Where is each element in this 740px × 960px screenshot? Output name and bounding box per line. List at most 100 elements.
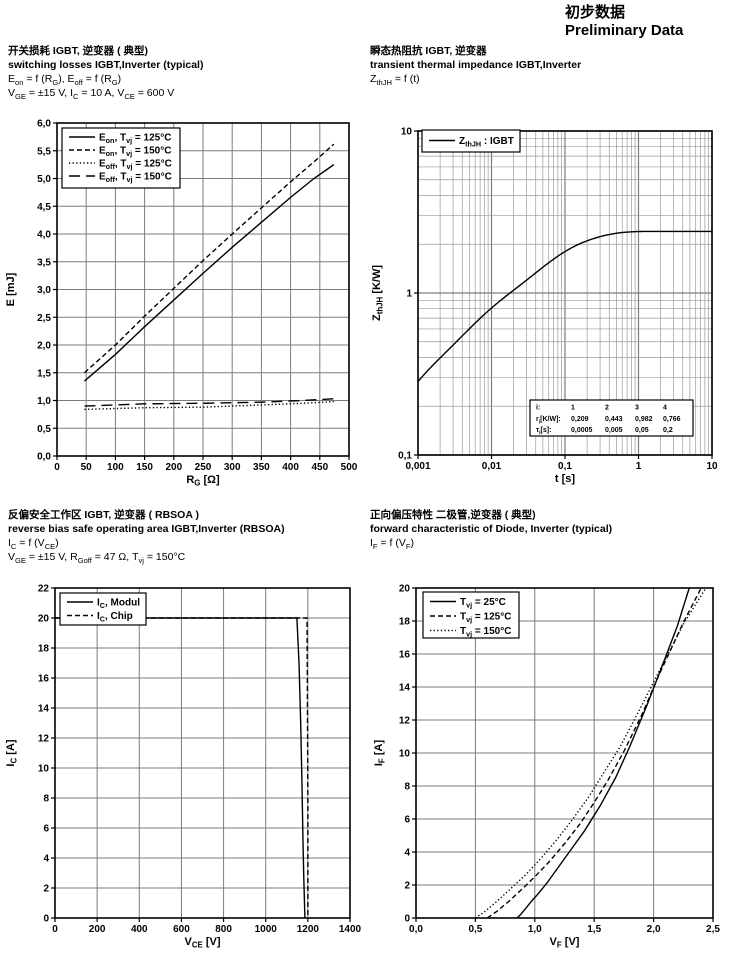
x-tick-label: 800	[215, 924, 232, 935]
legend-label: Tvj = 150°C	[460, 626, 511, 638]
y-tick-label: 4	[404, 848, 410, 859]
thermal-network-table: i: 1 2 3 4 ri[K/W]: 0,209 0,443 0,982 0,766 τi[s]:…	[529, 399, 694, 437]
panel-title-en: switching losses IGBT,Inverter (typical)	[8, 59, 204, 71]
x-tick-label: 0,0	[409, 924, 423, 935]
table-cell: 0,0005	[571, 427, 593, 434]
y-tick-label: 16	[38, 674, 50, 685]
series-tvj-25C	[516, 588, 690, 918]
y-tick-label: 22	[38, 584, 50, 595]
x-axis-label: RG [Ω]	[186, 474, 220, 487]
series-eon-125C	[83, 164, 335, 382]
x-tick-label: 400	[282, 462, 299, 473]
legend-label: Eoff, Tvj = 125°C	[99, 159, 172, 171]
panel-conditions: VGE = ±15 V, RGoff = 47 Ω, Tvj = 150°C	[8, 551, 186, 566]
y-tick-label: 12	[38, 734, 50, 745]
series-group	[475, 588, 707, 918]
chart-transient-thermal-impedance: 0,001 0,01 0,1 1 10 0,1 1 10 t [s] ZthJH [K/W] Zth…	[365, 115, 740, 505]
legend-label: Eon, Tvj = 125°C	[99, 133, 171, 145]
y-axis-label: E [mJ]	[5, 272, 17, 306]
y-tick-label: 18	[399, 617, 411, 628]
panel-formula: Eon = f (RG), Eoff = f (RG)	[8, 73, 122, 88]
y-tick-label: 5,0	[37, 174, 51, 185]
x-tick-label: 450	[311, 462, 328, 473]
legend-label: Eon, Tvj = 150°C	[99, 146, 171, 158]
y-tick-label: 8	[404, 782, 410, 793]
y-tick-label: 0,5	[37, 424, 51, 435]
y-tick-label: 18	[38, 644, 50, 655]
series-zthjh-igbt	[418, 230, 712, 382]
table-row-label: τi[s]:	[536, 427, 551, 436]
axes: 0,001 0,01 0,1 1 10 0,1 1 10 t [s] ZthJH [K/W]	[371, 127, 718, 486]
legend: ZthJH : IGBT	[421, 129, 521, 153]
x-tick-label: 350	[253, 462, 270, 473]
series-group	[418, 230, 712, 382]
y-tick-label: 1,5	[37, 368, 51, 379]
panel-formula: ZthJH = f (t)	[370, 73, 420, 88]
x-tick-label: 0	[52, 924, 58, 935]
series-group	[83, 143, 335, 411]
grid	[54, 587, 351, 919]
panel-formula: IC = f (VCE)	[8, 537, 59, 552]
chart-svg: 0 50 100 150 200 250 300 350 400 450 500 0,0 0,5 1,0 1…	[5, 119, 358, 488]
y-tick-label: 2,0	[37, 341, 51, 352]
series-tvj-150C	[475, 588, 707, 918]
y-axis-label: IF [A]	[373, 740, 386, 767]
table-cell: 0,05	[635, 427, 649, 434]
x-tick-label: 250	[195, 462, 212, 473]
y-tick-label: 0	[43, 914, 49, 925]
table-cell: 2	[605, 405, 609, 412]
y-tick-label: 3,0	[37, 285, 51, 296]
y-tick-label: 3,5	[37, 257, 51, 268]
legend-label: IC, Modul	[97, 598, 140, 610]
x-tick-label: 500	[341, 462, 358, 473]
x-axis-label: VF [V]	[550, 936, 580, 949]
table-cell: 0,766	[663, 416, 681, 423]
panel-title-rbsoa: 反偏安全工作区 IGBT, 逆变器 ( RBSOA ) reverse bias…	[8, 508, 285, 564]
panel-formula: IF = f (VF)	[370, 537, 414, 552]
y-tick-label: 0,1	[398, 451, 412, 462]
y-tick-label: 4,0	[37, 230, 51, 241]
y-tick-label: 8	[43, 794, 49, 805]
series-eoff-150C	[84, 398, 334, 407]
series-tvj-125C	[486, 588, 702, 918]
series-eon-150C	[83, 143, 335, 374]
x-tick-label: 600	[173, 924, 190, 935]
table-row-label: i:	[536, 405, 540, 412]
chart-svg: 0,001 0,01 0,1 1 10 0,1 1 10 t [s] ZthJH [K/W] Zth…	[371, 127, 718, 486]
x-axis-label: VCE [V]	[184, 936, 220, 949]
table-cell: 0,209	[571, 416, 589, 423]
panel-title-en: reverse bias safe operating area IGBT,In…	[8, 523, 285, 535]
x-tick-label: 1,0	[528, 924, 542, 935]
legend-label: IC, Chip	[97, 611, 133, 623]
x-tick-label: 150	[136, 462, 153, 473]
panel-title-zh: 开关损耗 IGBT, 逆变器 ( 典型)	[8, 45, 148, 57]
x-tick-label: 0,001	[405, 461, 430, 472]
axes: 0,0 0,5 1,0 1,5 2,0 2,5 0 2 4 6 8 10 12 14 16 18 20 VF [V…	[373, 584, 720, 950]
x-tick-label: 400	[131, 924, 148, 935]
legend-label: ZthJH : IGBT	[459, 136, 514, 148]
plot-frame	[54, 587, 351, 919]
header-title-zh: 初步数据	[565, 4, 626, 21]
panel-title-thermal-impedance: 瞬态热阻抗 IGBT, 逆变器 transient thermal impeda…	[370, 44, 581, 86]
y-tick-label: 12	[399, 716, 411, 727]
y-tick-label: 2	[43, 884, 49, 895]
legend-label: Tvj = 125°C	[460, 612, 511, 624]
legend-label: Tvj = 25°C	[460, 597, 506, 609]
y-tick-label: 20	[399, 584, 411, 595]
y-tick-label: 1	[406, 289, 412, 300]
y-tick-label: 2,5	[37, 313, 51, 324]
chart-diode-forward: 0,0 0,5 1,0 1,5 2,0 2,5 0 2 4 6 8 10 12 14 16 18 20 VF [V…	[365, 578, 740, 960]
series-ic-modul	[55, 617, 306, 918]
y-tick-label: 0	[404, 914, 410, 925]
table-cell: 3	[635, 405, 639, 412]
y-tick-label: 16	[399, 650, 411, 661]
series-eoff-125C	[84, 400, 334, 411]
y-tick-label: 10	[399, 749, 411, 760]
axes: 0 200 400 600 800 1000 1200 1400 0 2 4 6 8 10 12 14 16 18…	[5, 584, 362, 950]
table-cell: 1	[571, 405, 575, 412]
panel-title-zh: 正向偏压特性 二极管,逆变器 ( 典型)	[370, 509, 536, 521]
y-tick-label: 2	[404, 881, 410, 892]
